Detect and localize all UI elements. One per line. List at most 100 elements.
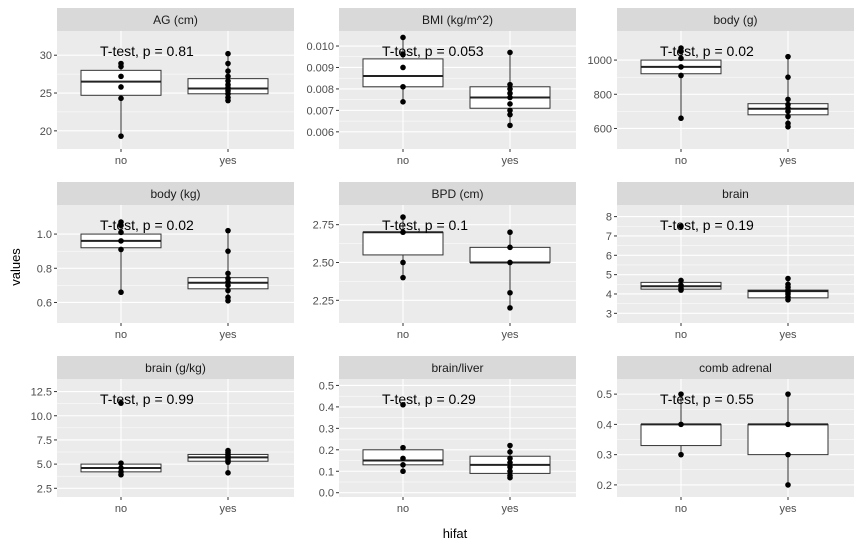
data-point (785, 451, 791, 458)
data-point (507, 49, 513, 56)
x-tick-label: no (675, 155, 687, 167)
data-point (507, 101, 513, 107)
data-point (400, 455, 406, 462)
box (747, 423, 829, 456)
data-point (400, 34, 406, 41)
data-point (507, 81, 513, 88)
data-point (785, 482, 791, 488)
y-tick-label: 0.2 (319, 445, 334, 457)
data-point (507, 464, 513, 470)
facet-strip (57, 8, 294, 31)
data-point (400, 401, 406, 408)
y-tick-label: 2.5 (37, 483, 52, 495)
y-tick-label: 25 (40, 88, 52, 100)
facet-panel: AG (cm) 20 25 30 no yes T-test, p = 0.81 (40, 8, 294, 167)
data-point (785, 281, 791, 288)
y-tick-label: 0.3 (319, 423, 334, 435)
y-tick-label: 2.75 (313, 220, 334, 232)
x-tick-label: no (115, 503, 127, 515)
ttest-annotation: T-test, p = 0.053 (382, 43, 484, 59)
data-point (118, 133, 124, 139)
data-point (118, 95, 124, 102)
data-point (678, 277, 684, 284)
ttest-annotation: T-test, p = 0.99 (100, 391, 194, 407)
facet-panel: brain/liver 0.0 0.1 0.2 0.3 0.4 0.5 no yes T-test… (319, 356, 576, 515)
data-point (118, 219, 124, 225)
data-point (400, 99, 406, 105)
data-point (118, 229, 124, 236)
facet-strip (617, 8, 854, 31)
y-tick-label: 12.5 (31, 387, 52, 399)
panel-background (617, 31, 854, 149)
box (362, 58, 444, 88)
ttest-annotation: T-test, p = 0.02 (660, 43, 754, 59)
data-point (400, 214, 406, 220)
data-point (785, 74, 791, 80)
ttest-annotation: T-test, p = 0.81 (100, 43, 194, 59)
y-tick-label: 20 (40, 126, 52, 138)
facet-strip-label: AG (cm) (153, 13, 198, 27)
data-point (507, 455, 513, 462)
data-point (225, 73, 231, 80)
x-tick-label: yes (219, 155, 237, 167)
y-tick-label: 0.007 (306, 105, 334, 117)
x-tick-label: no (115, 329, 127, 341)
data-point (785, 101, 791, 108)
facet-strip (339, 356, 576, 379)
data-point (118, 460, 124, 466)
data-point (400, 83, 406, 90)
data-point (225, 447, 231, 454)
facet-strip (339, 8, 576, 31)
x-tick-label: no (115, 155, 127, 167)
y-tick-label: 0.0 (319, 488, 334, 500)
data-point (678, 391, 684, 397)
data-point (785, 120, 791, 127)
facet-panel: body (g) 600 800 1000 no yes T-test, p = 0.02 (588, 8, 854, 167)
box (640, 423, 722, 447)
data-point (678, 223, 684, 230)
data-point (678, 45, 684, 51)
facet-strip-label: body (g) (713, 13, 757, 27)
facet-strip-label: body (kg) (150, 187, 200, 201)
data-point (785, 96, 791, 103)
data-point (118, 60, 124, 67)
data-point (785, 275, 791, 282)
y-tick-label: 0.010 (306, 41, 334, 53)
data-point (400, 51, 406, 58)
facet-strip-label: BPD (cm) (432, 187, 484, 201)
facet-strip-label: comb adrenal (699, 361, 772, 375)
y-tick-label: 0.008 (306, 84, 334, 96)
data-point (507, 449, 513, 455)
facet-panel: brain (g/kg) 2.5 5.0 7.5 10.0 12.5 no yes T-test… (31, 356, 294, 515)
data-point (507, 468, 513, 475)
y-tick-label: 0.4 (597, 419, 612, 431)
facet-strip (617, 356, 854, 379)
data-point (225, 270, 231, 277)
y-tick-label: 7 (606, 231, 612, 243)
data-point (400, 468, 406, 475)
x-tick-label: yes (501, 329, 519, 341)
y-tick-label: 0.5 (319, 380, 334, 392)
data-point (678, 451, 684, 458)
data-point (507, 122, 513, 129)
facet-strip (339, 182, 576, 205)
x-tick-label: yes (779, 503, 797, 515)
facet-strip-label: brain (g/kg) (145, 361, 206, 375)
data-point (507, 94, 513, 101)
data-point (507, 111, 513, 118)
data-point (678, 282, 684, 289)
y-tick-label: 6 (606, 250, 612, 262)
data-point (225, 294, 231, 301)
facet-panel: BMI (kg/m^2) 0.006 0.007 0.008 0.009 0.010 no y… (306, 8, 576, 167)
y-tick-label: 600 (594, 123, 612, 135)
y-tick-label: 5 (606, 270, 612, 282)
y-tick-label: 30 (40, 50, 52, 62)
ttest-annotation: T-test, p = 0.02 (100, 217, 194, 233)
y-tick-label: 8 (606, 212, 612, 224)
y-tick-label: 2.50 (313, 257, 334, 269)
x-tick-label: no (397, 155, 409, 167)
data-point (785, 113, 791, 120)
x-tick-label: no (675, 329, 687, 341)
y-tick-label: 1.0 (37, 229, 52, 241)
facet-strip-label: brain/liver (431, 361, 483, 375)
